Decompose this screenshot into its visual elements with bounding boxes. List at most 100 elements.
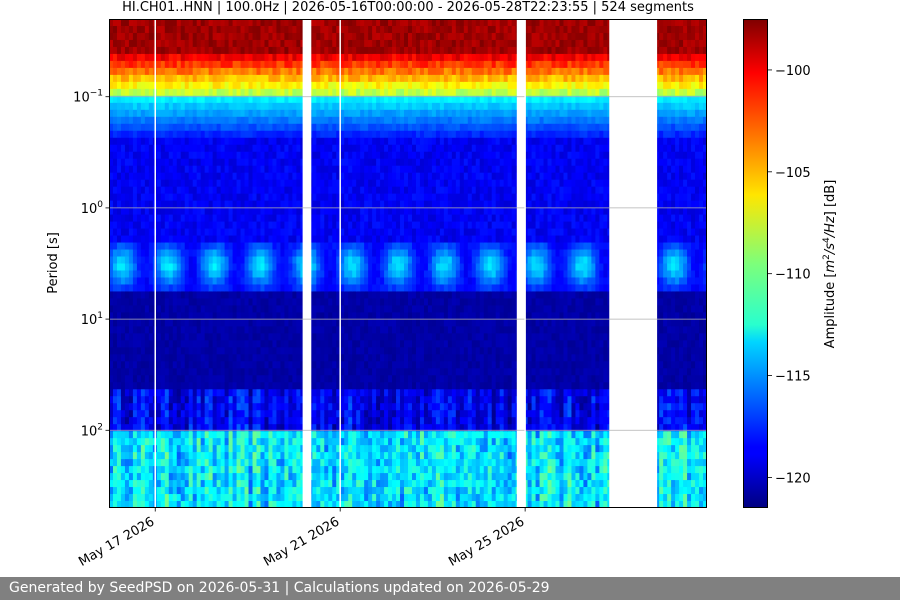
heatmap-cell [212, 95, 218, 104]
heatmap-cell [124, 312, 130, 320]
heatmap-cell [116, 312, 122, 320]
heatmap-cell [176, 494, 182, 502]
heatmap-cell [200, 298, 206, 307]
heatmap-cell [208, 39, 214, 48]
heatmap-cell [132, 284, 138, 293]
heatmap-cell [348, 438, 353, 446]
heatmap-cell [312, 417, 317, 425]
heatmap-cell [148, 501, 154, 508]
heatmap-cell [220, 39, 226, 48]
heatmap-cell [236, 270, 242, 279]
heatmap-cell [192, 109, 198, 118]
heatmap-cell [180, 95, 186, 104]
heatmap-cell [272, 403, 278, 411]
heatmap-cell [216, 53, 222, 62]
heatmap-cell [312, 179, 317, 188]
heatmap-cell [320, 109, 325, 118]
heatmap-cell [256, 501, 262, 508]
heatmap-cell [260, 19, 266, 27]
heatmap-cell [260, 25, 266, 34]
heatmap-cell [352, 410, 357, 418]
heatmap-cell [124, 375, 130, 383]
heatmap-cell [196, 53, 202, 62]
heatmap-cell [284, 277, 289, 286]
heatmap-cell [120, 354, 126, 362]
heatmap-cell [376, 179, 381, 188]
heatmap-cell [296, 46, 301, 55]
heatmap-cell [176, 151, 182, 160]
heatmap-cell [328, 165, 333, 174]
heatmap-cell [384, 459, 389, 467]
heatmap-cell [224, 389, 230, 397]
heatmap-cell [276, 319, 282, 327]
heatmap-cell [384, 305, 389, 313]
heatmap-cell [356, 67, 361, 76]
heatmap-cell [232, 74, 238, 83]
heatmap-cell [368, 116, 373, 125]
heatmap-cell [356, 102, 361, 111]
heatmap-cell [328, 396, 333, 404]
heatmap-cell [268, 389, 274, 397]
heatmap-cell [144, 305, 150, 313]
heatmap-cell [260, 193, 266, 202]
heatmap-cell [160, 123, 166, 132]
heatmap-cell [260, 361, 266, 369]
heatmap-cell [288, 277, 293, 286]
heatmap-cell [144, 487, 150, 495]
heatmap-cell [224, 319, 230, 327]
heatmap-cell [260, 95, 266, 104]
heatmap-cell [120, 312, 126, 320]
heatmap-cell [112, 60, 118, 69]
heatmap-cell [176, 333, 182, 341]
heatmap-cell [124, 291, 130, 300]
heatmap-cell [312, 361, 317, 369]
heatmap-cell [184, 193, 190, 202]
heatmap-cell [172, 466, 178, 474]
heatmap-cell [260, 438, 266, 446]
heatmap-cell [144, 179, 150, 188]
heatmap-cell [168, 207, 174, 216]
heatmap-cell [120, 263, 126, 272]
heatmap-cell [136, 305, 142, 313]
heatmap-cell [248, 375, 254, 383]
heatmap-cell [316, 221, 321, 230]
heatmap-cell [164, 39, 170, 48]
heatmap-cell [236, 368, 242, 376]
heatmap-cell [109, 284, 114, 293]
heatmap-cell [236, 487, 242, 495]
heatmap-cell [336, 375, 341, 383]
heatmap-cell [180, 214, 186, 223]
heatmap-cell [184, 396, 190, 404]
heatmap-cell [188, 165, 194, 174]
heatmap-cell [320, 116, 325, 125]
heatmap-cell [140, 375, 146, 383]
heatmap-cell [160, 270, 166, 279]
heatmap-cell [356, 137, 361, 146]
heatmap-cell [360, 207, 365, 216]
heatmap-cell [184, 277, 190, 286]
heatmap-cell [228, 431, 234, 439]
heatmap-cell [248, 452, 254, 460]
heatmap-cell [380, 39, 385, 48]
heatmap-cell [228, 284, 234, 293]
heatmap-cell [388, 53, 393, 62]
heatmap-cell [360, 277, 365, 286]
heatmap-cell [144, 242, 150, 251]
heatmap-cell [324, 375, 329, 383]
heatmap-cell [268, 39, 274, 48]
heatmap-cell [224, 60, 230, 69]
heatmap-cell [176, 263, 182, 272]
heatmap-cell [364, 165, 369, 174]
heatmap-cell [292, 137, 297, 146]
heatmap-cell [192, 242, 198, 251]
heatmap-cell [352, 109, 357, 118]
heatmap-cell [208, 396, 214, 404]
heatmap-cell [228, 403, 234, 411]
heatmap-cell [140, 151, 146, 160]
heatmap-cell [344, 354, 349, 362]
heatmap-cell [336, 284, 341, 293]
heatmap-cell [148, 67, 154, 76]
heatmap-cell [272, 179, 278, 188]
heatmap-cell [352, 158, 357, 167]
heatmap-cell [240, 228, 246, 237]
